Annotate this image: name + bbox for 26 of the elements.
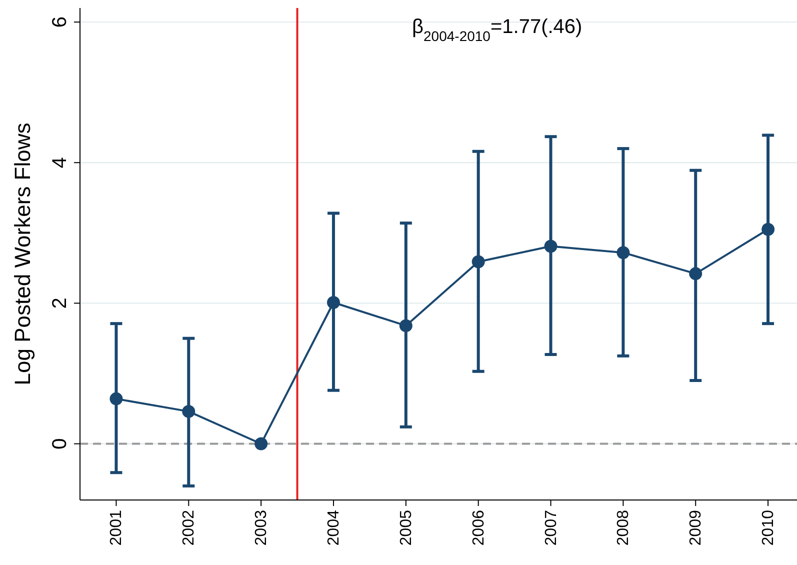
y-axis-title: Log Posted Workers Flows xyxy=(10,122,35,386)
point xyxy=(544,240,558,253)
point xyxy=(616,246,630,260)
point xyxy=(399,319,412,332)
x-tick-label: 2006 xyxy=(470,510,488,546)
point xyxy=(110,392,123,406)
x-tick-label: 2008 xyxy=(615,510,632,546)
point xyxy=(689,267,702,280)
y-tick-label: 4 xyxy=(49,157,71,168)
x-tick-label: 2005 xyxy=(398,510,415,546)
y-tick-label: 0 xyxy=(49,438,71,450)
x-tick-label: 2001 xyxy=(108,510,126,546)
point xyxy=(182,404,196,418)
point xyxy=(254,437,268,450)
x-tick-label: 2003 xyxy=(253,510,270,546)
x-tick-label: 2002 xyxy=(180,510,198,546)
annotation: β$_{2004-2010}$=1.77(.46) xyxy=(412,16,582,44)
y-tick-label: 6 xyxy=(49,16,71,28)
x-tick-label: 2004 xyxy=(325,510,342,546)
y-tick-label: 2 xyxy=(49,298,71,309)
point xyxy=(762,222,775,236)
point xyxy=(472,255,485,268)
x-tick-label: 2009 xyxy=(688,510,705,546)
x-tick-label: 2010 xyxy=(760,510,778,546)
point xyxy=(326,296,340,309)
x-tick-label: 2007 xyxy=(542,510,560,546)
